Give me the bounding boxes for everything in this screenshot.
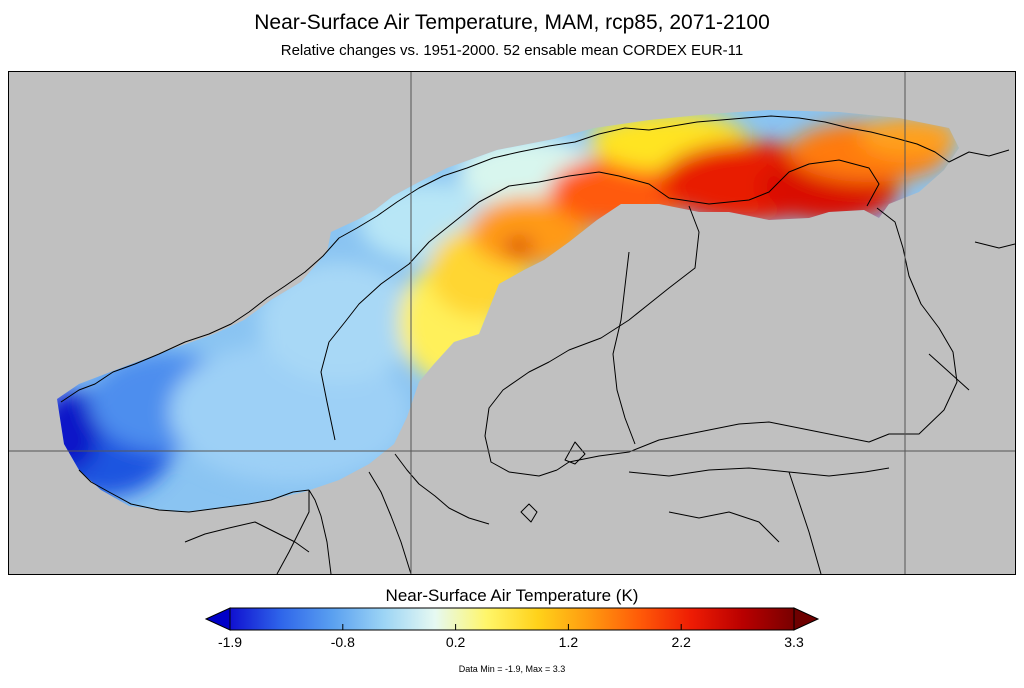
colorbar-over-arrow [793, 607, 820, 631]
map-panel[interactable] [8, 71, 1016, 575]
temperature-field [57, 110, 959, 512]
chart-subtitle: Relative changes vs. 1951-2000. 52 ensab… [280, 42, 744, 59]
data-range-note: Data Min = -1.9, Max = 3.3 [458, 664, 566, 674]
chart-title: Near-Surface Air Temperature, MAM, rcp85… [254, 11, 770, 34]
graticule [9, 72, 1015, 574]
colorbar-tick-label: 2.2 [671, 634, 691, 650]
colorbar-title: Near-Surface Air Temperature (K) [385, 586, 639, 605]
map-canvas [9, 72, 1015, 574]
colorbar-under-arrow [204, 607, 231, 631]
colorbar-tick-label: -1.9 [217, 634, 243, 650]
colorbar-tick-label: 1.2 [558, 634, 579, 650]
coastlines [60, 115, 1015, 574]
colorbar-ramp [229, 607, 795, 631]
colorbar-tick-label: 0.2 [445, 634, 466, 650]
colorbar [204, 607, 820, 631]
colorbar-ticks [229, 624, 795, 630]
colorbar-tick-label: -0.8 [330, 634, 355, 650]
colorbar-tick-label: 3.3 [784, 634, 804, 650]
